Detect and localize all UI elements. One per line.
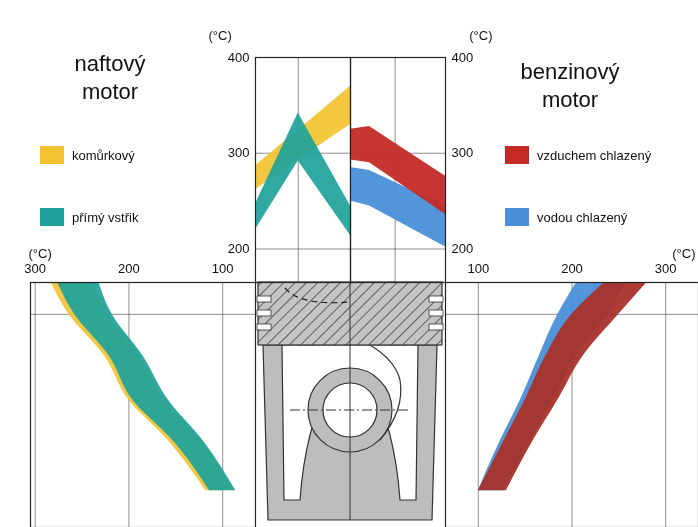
html-text:naftový motor: naftový motor — [74, 51, 146, 104]
html-text:vodou chlazený: vodou chlazený — [537, 209, 628, 225]
svg-text:200: 200 — [118, 261, 140, 276]
svg-text:300: 300 — [655, 261, 677, 276]
svg-text:400: 400 — [228, 50, 250, 65]
svg-text:(°C): (°C) — [469, 28, 492, 43]
svg-text:100: 100 — [467, 261, 489, 276]
svg-text:(°C): (°C) — [29, 246, 52, 261]
svg-text:200: 200 — [561, 261, 583, 276]
svg-text:300: 300 — [452, 145, 474, 160]
html-text:vzduchem chlazený: vzduchem chlazený — [537, 147, 652, 163]
svg-text:200: 200 — [228, 241, 250, 256]
svg-text:100: 100 — [212, 261, 234, 276]
svg-text:300: 300 — [24, 261, 46, 276]
html-text:benzinový motor: benzinový motor — [520, 59, 620, 112]
svg-text:(°C): (°C) — [672, 246, 695, 261]
svg-text:300: 300 — [228, 145, 250, 160]
svg-text:200: 200 — [452, 241, 474, 256]
html-text:přímý vstřik: přímý vstřik — [72, 209, 139, 225]
svg-text:400: 400 — [452, 50, 474, 65]
html-text:komůrkový: komůrkový — [72, 147, 135, 163]
svg-text:(°C): (°C) — [209, 28, 232, 43]
